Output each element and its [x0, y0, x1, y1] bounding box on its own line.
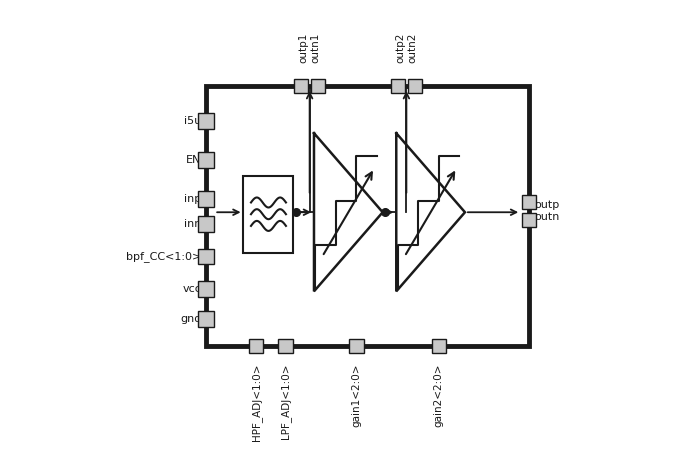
Text: inn: inn	[184, 219, 202, 229]
Bar	[294, 79, 308, 93]
Bar	[199, 249, 214, 265]
Bar	[312, 79, 326, 93]
Text: outp1
outn1: outp1 outn1	[299, 33, 321, 63]
Text: gain1<2:0>: gain1<2:0>	[351, 364, 361, 427]
Text: inp: inp	[184, 194, 202, 204]
Text: LPF_ADJ<1:0>: LPF_ADJ<1:0>	[280, 364, 291, 439]
Text: gain2<2:0>: gain2<2:0>	[434, 364, 444, 427]
Bar	[522, 195, 536, 209]
Bar	[199, 152, 214, 168]
Bar	[199, 191, 214, 207]
Bar	[522, 212, 536, 227]
Bar	[199, 113, 214, 129]
Bar	[408, 79, 422, 93]
Text: EN: EN	[186, 155, 202, 165]
Text: gnd: gnd	[180, 314, 202, 324]
Bar	[432, 339, 446, 353]
Text: i5u: i5u	[184, 116, 202, 126]
Bar	[244, 176, 293, 253]
Bar	[391, 79, 405, 93]
Bar	[199, 281, 214, 297]
Bar	[349, 339, 363, 353]
Text: HPF_ADJ<1:0>: HPF_ADJ<1:0>	[251, 364, 262, 441]
Text: outp
outn: outp outn	[534, 200, 559, 222]
Bar	[199, 216, 214, 232]
Text: bpf_CC<1:0>: bpf_CC<1:0>	[126, 251, 202, 262]
Text: outp2
outn2: outp2 outn2	[395, 33, 417, 63]
Bar	[206, 86, 529, 346]
Bar	[279, 339, 293, 353]
Bar	[249, 339, 263, 353]
Text: vcc: vcc	[183, 284, 202, 294]
Bar	[199, 311, 214, 327]
